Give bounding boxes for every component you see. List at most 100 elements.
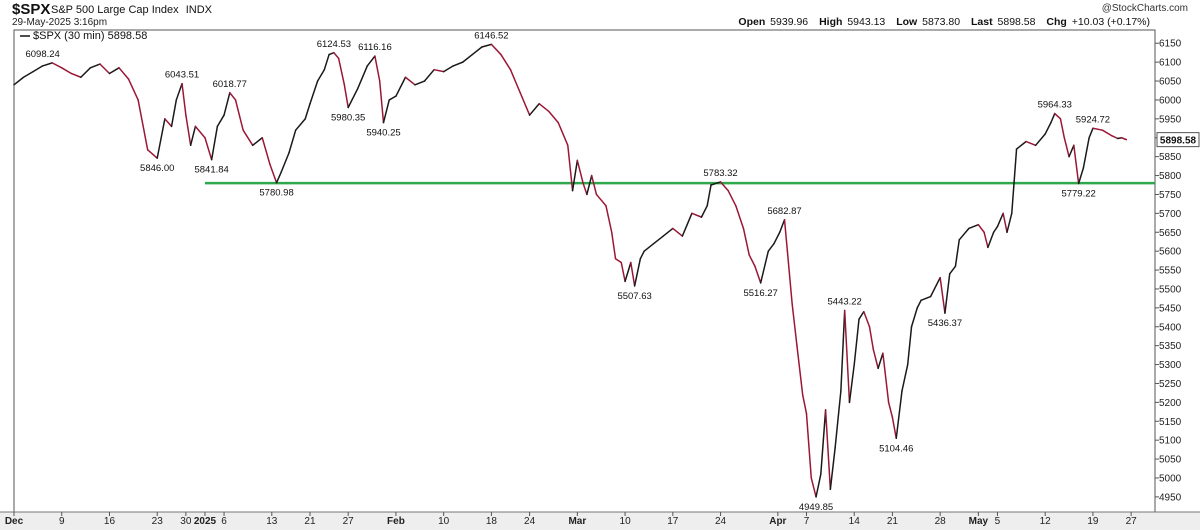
x-tick-label: 27: [1126, 516, 1138, 527]
price-segment: [452, 61, 464, 67]
price-segment: [382, 99, 390, 124]
x-tick-label: 24: [715, 516, 727, 527]
x-axis-band: [0, 512, 1200, 530]
x-tick-label: 12: [1040, 516, 1052, 527]
y-tick-label: 5550: [1159, 266, 1182, 277]
price-segment: [901, 363, 909, 392]
price-segment: [891, 416, 897, 440]
price-segment: [378, 80, 385, 124]
price-segment: [509, 68, 521, 94]
price-segment: [70, 72, 82, 79]
price-segment: [170, 99, 178, 128]
price-segment: [89, 63, 101, 69]
price-segment: [759, 250, 770, 284]
x-tick-label: 27: [343, 516, 355, 527]
price-segment: [462, 53, 474, 63]
price-segment: [944, 273, 951, 314]
price-segment: [304, 102, 311, 120]
price-segment: [796, 344, 804, 396]
price-segment: [853, 318, 860, 366]
price-segment: [614, 257, 623, 264]
y-tick-label: 5850: [1159, 152, 1182, 163]
y-tick-label: 5300: [1159, 360, 1182, 371]
y-tick-label: 5800: [1159, 171, 1182, 182]
price-segment: [395, 76, 407, 97]
price-segment: [1082, 136, 1090, 169]
price-segment: [234, 99, 244, 131]
y-tick-label: 6000: [1159, 95, 1182, 106]
price-segment: [309, 80, 319, 105]
price-segment: [810, 477, 817, 498]
x-tick-label: 21: [304, 516, 316, 527]
price-annotation: 5940.25: [366, 128, 400, 139]
x-tick-label: 13: [266, 516, 278, 527]
x-tick-label: 14: [849, 516, 861, 527]
price-segment: [767, 242, 775, 252]
price-annotation: 5779.22: [1061, 188, 1095, 199]
x-tick-label: 18: [486, 516, 498, 527]
y-tick-label: 6050: [1159, 77, 1182, 88]
price-segment: [887, 401, 894, 419]
price-segment: [185, 114, 192, 147]
price-annotation: 5924.72: [1076, 114, 1110, 125]
y-tick-label: 5350: [1159, 341, 1182, 352]
y-tick-label: 5100: [1159, 436, 1182, 447]
price-segment: [920, 295, 932, 302]
price-segment: [820, 409, 827, 475]
price-segment: [118, 67, 130, 80]
price-segment: [127, 78, 139, 101]
price-segment: [727, 189, 737, 207]
price-segment: [216, 114, 225, 128]
x-tick-label: Mar: [568, 516, 586, 527]
x-tick-label: 24: [524, 516, 536, 527]
chg-label: Chg: [1046, 16, 1067, 28]
price-segment: [374, 55, 381, 82]
x-tick-label: Feb: [387, 516, 405, 527]
last-label: Last: [971, 16, 993, 28]
price-segment: [567, 144, 574, 192]
chart-header: $SPX S&P 500 Large Cap Index INDX 29-May…: [0, 0, 1200, 30]
y-tick-label: 6150: [1159, 39, 1182, 50]
price-segment: [500, 53, 512, 71]
y-tick-label: 5950: [1159, 114, 1182, 125]
timestamp: 29-May-2025 3:16pm: [12, 17, 108, 28]
price-annotation: 5846.00: [140, 163, 174, 174]
legend-label: $SPX (30 min) 5898.58: [33, 30, 147, 42]
price-segment: [547, 110, 559, 124]
price-segment: [189, 125, 197, 147]
high-label: High: [819, 16, 843, 28]
price-annotation: 5507.63: [617, 291, 651, 302]
price-segment: [41, 62, 53, 67]
price-segment: [194, 125, 206, 139]
price-segment: [1044, 121, 1052, 135]
price-segment: [840, 309, 846, 392]
price-segment: [1092, 127, 1104, 131]
price-segment: [624, 261, 632, 283]
x-tick-label: 17: [667, 516, 679, 527]
price-segment: [1059, 118, 1066, 139]
index-full-name: S&P 500 Large Cap Index: [51, 4, 179, 16]
price-segment: [719, 181, 729, 192]
price-segment: [643, 242, 655, 252]
price-segment: [328, 51, 335, 56]
x-tick-label: 10: [438, 516, 450, 527]
price-segment: [968, 223, 980, 230]
y-tick-label: 5450: [1159, 303, 1182, 314]
price-annotation: 5964.33: [1038, 99, 1072, 110]
y-tick-label: 5050: [1159, 455, 1182, 466]
price-segment: [773, 231, 781, 245]
y-tick-label: 5500: [1159, 284, 1182, 295]
price-segment: [948, 265, 957, 275]
last-value: 5898.58: [997, 16, 1036, 28]
price-segment: [519, 91, 531, 116]
price-annotation: 5841.84: [194, 165, 228, 176]
price-segment: [954, 239, 961, 268]
y-tick-label: 5150: [1159, 417, 1182, 428]
price-segment: [786, 250, 793, 305]
price-segment: [605, 205, 613, 234]
price-segment: [404, 76, 416, 86]
price-segment: [639, 250, 645, 260]
price-segment: [269, 163, 278, 184]
price-segment: [294, 118, 306, 131]
price-segment: [868, 326, 875, 351]
